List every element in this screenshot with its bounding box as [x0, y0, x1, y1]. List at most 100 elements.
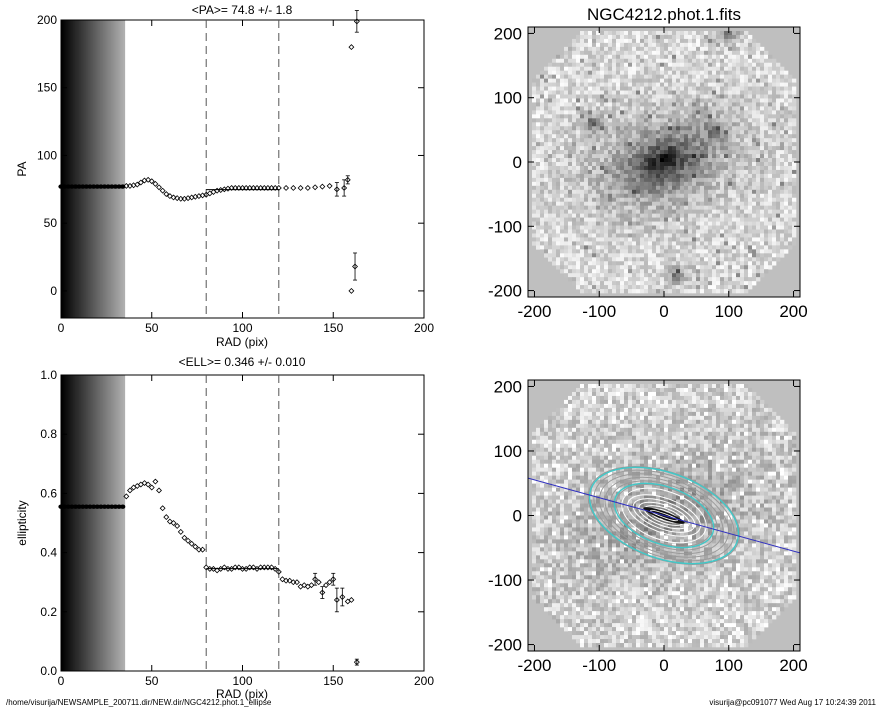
- image-pixel: [592, 221, 597, 226]
- image-pixel: [700, 177, 705, 183]
- image-pixel: [704, 387, 709, 393]
- image-pixel: [776, 245, 781, 250]
- image-pixel: [568, 415, 573, 421]
- image-pixel: [696, 173, 701, 179]
- image-pixel: [580, 383, 585, 389]
- image-pixel: [540, 70, 545, 75]
- image-pixel: [648, 415, 653, 421]
- image-pixel: [784, 158, 789, 163]
- image-pixel: [640, 407, 645, 413]
- image-pixel: [532, 122, 537, 127]
- image-pixel: [624, 391, 629, 397]
- image-pixel: [548, 197, 553, 203]
- image-pixel: [732, 217, 737, 222]
- image-pixel: [580, 154, 585, 159]
- image-pixel: [744, 130, 749, 135]
- image-pixel: [768, 154, 773, 159]
- image-pixel: [604, 241, 609, 246]
- image-pixel: [664, 118, 669, 123]
- image-pixel: [632, 265, 637, 270]
- image-pixel: [648, 205, 653, 210]
- image-pixel: [580, 233, 585, 238]
- image-pixel: [644, 273, 649, 278]
- image-pixel: [748, 46, 753, 52]
- image-pixel: [764, 58, 769, 64]
- image-pixel: [664, 197, 669, 203]
- image-pixel: [728, 138, 733, 143]
- image-pixel: [716, 142, 721, 147]
- image-pixel: [660, 150, 665, 155]
- image-pixel: [564, 185, 569, 191]
- image-pixel: [600, 58, 605, 64]
- image-pixel: [680, 58, 685, 64]
- image-pixel: [616, 98, 621, 103]
- image-pixel: [588, 78, 593, 83]
- shade-band: [118, 20, 120, 318]
- image-pixel: [736, 407, 741, 413]
- image-pixel: [608, 94, 613, 99]
- image-pixel: [704, 277, 709, 282]
- image-pixel: [660, 98, 665, 103]
- data-point: [268, 564, 275, 571]
- image-pixel: [640, 134, 645, 139]
- image-pixel: [704, 177, 709, 183]
- image-pixel: [636, 90, 641, 95]
- image-pixel: [740, 126, 745, 131]
- image-pixel: [756, 82, 761, 87]
- image-pixel: [684, 229, 689, 234]
- image-pixel: [644, 265, 649, 270]
- data-point: [293, 579, 300, 586]
- image-pixel: [708, 419, 713, 425]
- image-pixel: [632, 387, 637, 393]
- image-pixel: [548, 253, 553, 258]
- image-pixel: [780, 241, 785, 246]
- image-pixel: [572, 399, 577, 405]
- image-pixel: [532, 221, 537, 226]
- data-point: [192, 543, 199, 550]
- image-pixel: [676, 257, 681, 262]
- image-pixel: [768, 138, 773, 143]
- image-pixel: [680, 411, 685, 417]
- image-pixel: [688, 273, 693, 278]
- image-pixel: [580, 205, 585, 210]
- image-pixel: [720, 209, 725, 214]
- image-pixel: [660, 154, 665, 159]
- image-pixel: [700, 42, 705, 48]
- image-pixel: [668, 189, 673, 195]
- image-pixel: [568, 130, 573, 135]
- image-pixel: [548, 165, 553, 171]
- image-pixel: [540, 233, 545, 238]
- image-pixel: [716, 102, 721, 107]
- image-pixel: [760, 225, 765, 230]
- image-pixel: [692, 86, 697, 91]
- image-pixel: [724, 289, 729, 294]
- shade-band: [82, 375, 84, 671]
- image-pixel: [672, 154, 677, 159]
- image-pixel: [676, 269, 681, 274]
- image-pixel: [712, 399, 717, 405]
- image-pixel: [592, 233, 597, 238]
- image-pixel: [572, 407, 577, 413]
- image-pixel: [600, 50, 605, 56]
- image-pixel: [720, 229, 725, 234]
- image-pixel: [716, 253, 721, 258]
- image-pixel: [608, 154, 613, 159]
- image-pixel: [736, 205, 741, 210]
- image-pixel: [736, 86, 741, 91]
- image-pixel: [720, 189, 725, 195]
- image-pixel: [720, 90, 725, 95]
- image-pixel: [612, 209, 617, 214]
- data-point: [72, 184, 79, 189]
- image-pixel: [700, 205, 705, 210]
- image-pixel: [708, 209, 713, 214]
- image-pixel: [632, 245, 637, 250]
- image-pixel: [640, 146, 645, 151]
- image-pixel: [776, 98, 781, 103]
- image-pixel: [696, 169, 701, 175]
- image-pixel: [788, 74, 793, 79]
- image-pixel: [716, 173, 721, 179]
- image-pixel: [784, 185, 789, 191]
- image-pixel: [580, 34, 585, 40]
- image-pixel: [700, 415, 705, 421]
- image-pixel: [668, 46, 673, 52]
